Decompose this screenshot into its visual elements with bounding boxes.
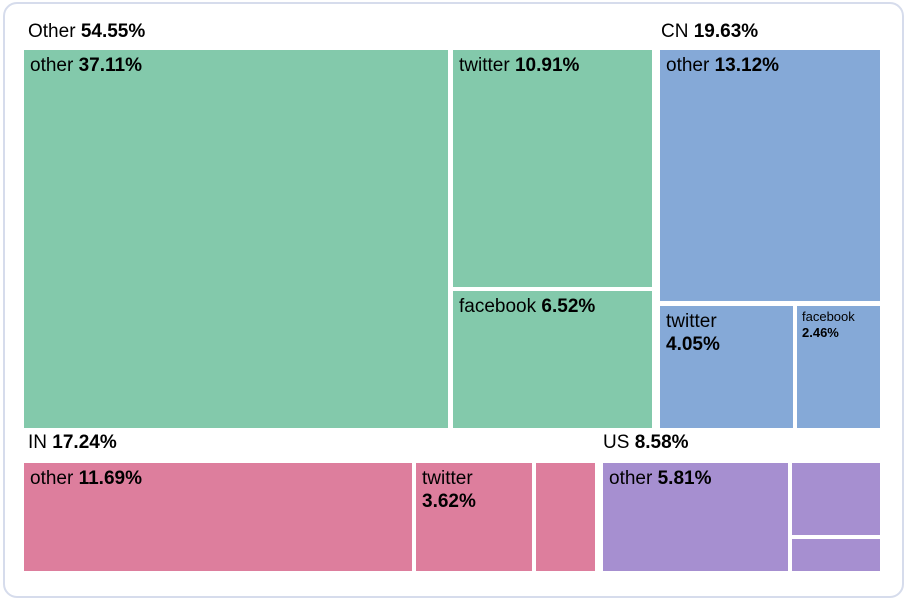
treemap-cell-cn-facebook[interactable]: facebook 2.46% [797,306,880,428]
treemap-cell-us-twitter[interactable] [792,463,880,535]
group-label: IN [28,432,47,453]
treemap-cell-other-twitter[interactable]: twitter 10.91% [453,50,652,287]
treemap-cell-us-other[interactable]: other 5.81% [603,463,788,571]
treemap-cell-cn-other[interactable]: other 13.12% [660,50,880,301]
group-label: CN [661,21,689,42]
cell-label: twitter 10.91% [459,55,580,76]
treemap-cell-other-facebook[interactable]: facebook 6.52% [453,291,652,428]
treemap-group-header-us: US 8.58% [603,432,689,454]
cell-label: facebook 2.46% [802,309,855,340]
cell-label: other 13.12% [666,55,780,76]
group-value: 8.58% [634,432,689,453]
cell-label: other 11.69% [30,468,142,489]
cell-label: other 37.11% [30,55,142,76]
group-value: 17.24% [52,432,117,453]
treemap-cell-other-other[interactable]: other 37.11% [24,50,448,428]
group-label: Other [28,21,76,42]
treemap-group-header-other: Other 54.55% [28,21,145,43]
cell-label: other 5.81% [609,468,712,489]
treemap-group-header-in: IN 17.24% [28,432,117,454]
group-value: 19.63% [693,21,759,42]
treemap-cell-in-other[interactable]: other 11.69% [24,463,412,571]
treemap-cell-in-facebook[interactable] [536,463,595,571]
group-value: 54.55% [80,21,146,42]
treemap-cell-in-twitter[interactable]: twitter 3.62% [416,463,532,571]
treemap-cell-us-facebook[interactable] [792,539,880,571]
cell-label: facebook 6.52% [459,296,596,317]
cell-label: twitter 3.62% [422,468,476,512]
cell-label: twitter 4.05% [666,311,720,355]
treemap-group-header-cn: CN 19.63% [661,21,758,43]
group-label: US [603,432,630,453]
treemap-cell-cn-twitter[interactable]: twitter 4.05% [660,306,793,428]
